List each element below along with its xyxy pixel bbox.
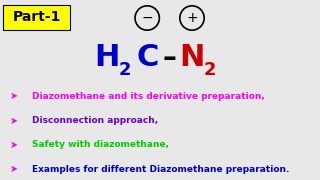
Text: –: – [163, 44, 177, 72]
Text: Examples for different Diazomethane preparation.: Examples for different Diazomethane prep… [32, 165, 289, 174]
Text: 2: 2 [203, 61, 216, 79]
Text: Diazomethane and its derivative preparation,: Diazomethane and its derivative preparat… [32, 92, 265, 101]
Text: N: N [179, 43, 205, 72]
Text: C: C [136, 43, 158, 72]
Text: Part-1: Part-1 [12, 10, 61, 24]
Text: ➤: ➤ [10, 91, 18, 101]
Text: ➤: ➤ [10, 164, 18, 174]
FancyBboxPatch shape [3, 4, 70, 30]
Text: ➤: ➤ [10, 140, 18, 150]
Text: Disconnection approach,: Disconnection approach, [32, 116, 158, 125]
Text: Safety with diazomethane,: Safety with diazomethane, [32, 140, 169, 149]
Text: ➤: ➤ [10, 116, 18, 126]
Text: 2: 2 [118, 61, 131, 79]
Text: +: + [186, 11, 198, 25]
Text: −: − [141, 11, 153, 25]
Text: H: H [94, 43, 120, 72]
